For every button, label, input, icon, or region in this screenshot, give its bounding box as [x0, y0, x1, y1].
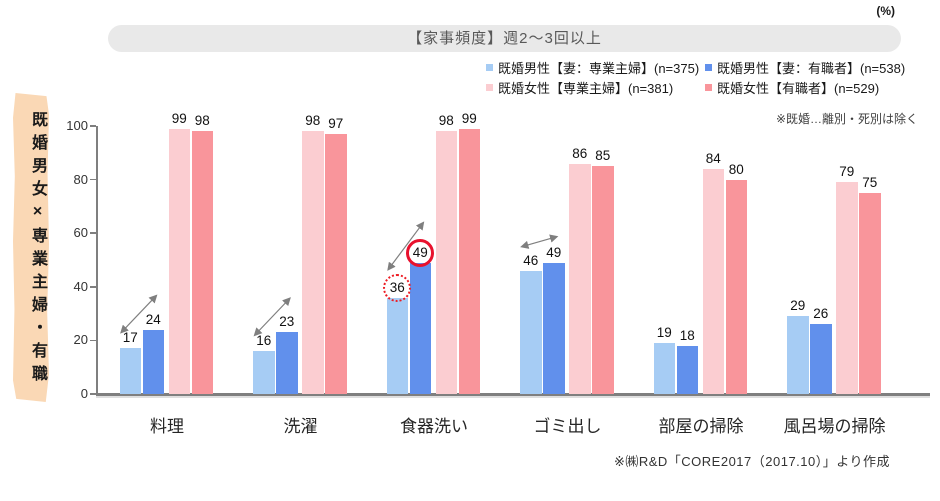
- y-axis-tick: [90, 178, 96, 181]
- y-axis-tick: [90, 393, 96, 395]
- y-axis-tick-label: 100: [66, 118, 88, 133]
- legend-item: 既婚男性【妻：専業主婦】(n=375): [486, 57, 705, 77]
- category-label: 料理: [150, 417, 184, 436]
- bar: [676, 345, 698, 394]
- legend-swatch: [486, 83, 493, 91]
- bar-value-label: 86: [572, 145, 588, 161]
- y-axis-tick: [90, 125, 96, 127]
- bar: [119, 348, 141, 394]
- bar: [520, 270, 542, 394]
- legend-label: 既婚女性【有職者】(n=529): [717, 80, 880, 96]
- bar-value-label: 18: [679, 327, 695, 343]
- legend-swatch: [705, 63, 712, 71]
- bar-value-label: 23: [279, 314, 295, 330]
- bar: [725, 179, 747, 394]
- category-label: 風呂場の掃除: [783, 417, 886, 436]
- bar: [435, 131, 457, 394]
- highlight-circle-solid: [406, 238, 435, 267]
- y-axis-line: [96, 126, 98, 396]
- category-label: 食器洗い: [400, 417, 468, 436]
- bar: [836, 182, 858, 394]
- bar-value-label: 26: [813, 306, 829, 322]
- bar: [543, 262, 565, 394]
- category-label: 洗濯: [283, 417, 318, 436]
- source-note: ※㈱R&D「CORE2017（2017.10）」より作成: [613, 454, 890, 469]
- bar: [592, 166, 614, 394]
- bar-value-label: 85: [595, 148, 611, 164]
- legend-item: 既婚女性【有職者】(n=529): [705, 77, 905, 97]
- bar: [191, 131, 213, 394]
- y-axis-tick: [90, 339, 96, 342]
- bar: [702, 168, 724, 394]
- bar-value-label: 84: [705, 150, 721, 166]
- bar: [276, 332, 298, 394]
- y-axis-tick-label: 40: [73, 278, 88, 294]
- bar-value-label: 98: [438, 113, 454, 129]
- bar-value-label: 79: [839, 164, 855, 180]
- bar: [142, 329, 164, 394]
- bar: [810, 324, 832, 394]
- y-axis-tick: [90, 286, 96, 288]
- legend-swatch: [486, 63, 493, 71]
- legend-label: 既婚女性【専業主婦】(n=381): [498, 80, 674, 96]
- legend: 既婚男性【妻：専業主婦】(n=375) 既婚男性【妻：有職者】(n=538) 既婚女…: [486, 57, 905, 97]
- bar: [787, 316, 809, 394]
- bar-value-label: 99: [461, 110, 477, 126]
- legend-item: 既婚女性【専業主婦】(n=381): [486, 77, 705, 97]
- bar-value-label: 49: [546, 244, 562, 260]
- legend-swatch: [705, 83, 712, 91]
- bar-value-label: 19: [656, 325, 672, 341]
- y-axis-tick-label: 20: [73, 332, 88, 348]
- bar-value-label: 24: [145, 311, 161, 327]
- y-axis-tick-label: 80: [73, 171, 88, 187]
- bar-value-label: 46: [523, 252, 539, 268]
- bar: [386, 297, 408, 394]
- legend-label: 既婚男性【妻：専業主婦】(n=375): [498, 60, 700, 76]
- bar-value-label: 98: [194, 113, 210, 129]
- bar-value-label: 29: [790, 298, 806, 314]
- bar: [168, 128, 190, 394]
- x-axis-line: [96, 393, 930, 396]
- bar-value-label: 98: [305, 113, 321, 129]
- highlight-circle-dotted: [383, 273, 412, 302]
- bar: [859, 193, 881, 394]
- bar: [253, 351, 275, 394]
- footnote-marriage: ※既婚…離別・死別は除く: [775, 112, 918, 126]
- bar-value-label: 17: [122, 330, 138, 346]
- bar-value-label: 99: [171, 110, 187, 126]
- y-axis-tick: [90, 232, 96, 234]
- bar-value-label: 97: [328, 116, 344, 132]
- side-banner: 既婚男女×専業主婦・有職: [13, 93, 49, 402]
- bar: [409, 262, 431, 394]
- legend-label: 既婚男性【妻：有職者】(n=538): [717, 60, 906, 76]
- bar-value-label: 80: [728, 161, 744, 177]
- bar: [569, 163, 591, 394]
- category-label: 部屋の掃除: [658, 417, 744, 436]
- category-label: ゴミ出し: [533, 417, 602, 436]
- bar: [653, 343, 675, 394]
- bar-value-label: 75: [862, 175, 878, 190]
- bar: [325, 134, 347, 394]
- y-axis-tick-label: 60: [73, 225, 88, 241]
- bar-value-label: 16: [256, 333, 272, 349]
- legend-item: 既婚男性【妻：有職者】(n=538): [705, 57, 905, 77]
- chart-title: 【家事頻度】週2～3回以上: [108, 25, 901, 52]
- unit-label: (%): [876, 4, 895, 18]
- bar: [302, 131, 324, 394]
- y-axis-tick-label: 0: [80, 386, 88, 401]
- bar: [458, 128, 480, 394]
